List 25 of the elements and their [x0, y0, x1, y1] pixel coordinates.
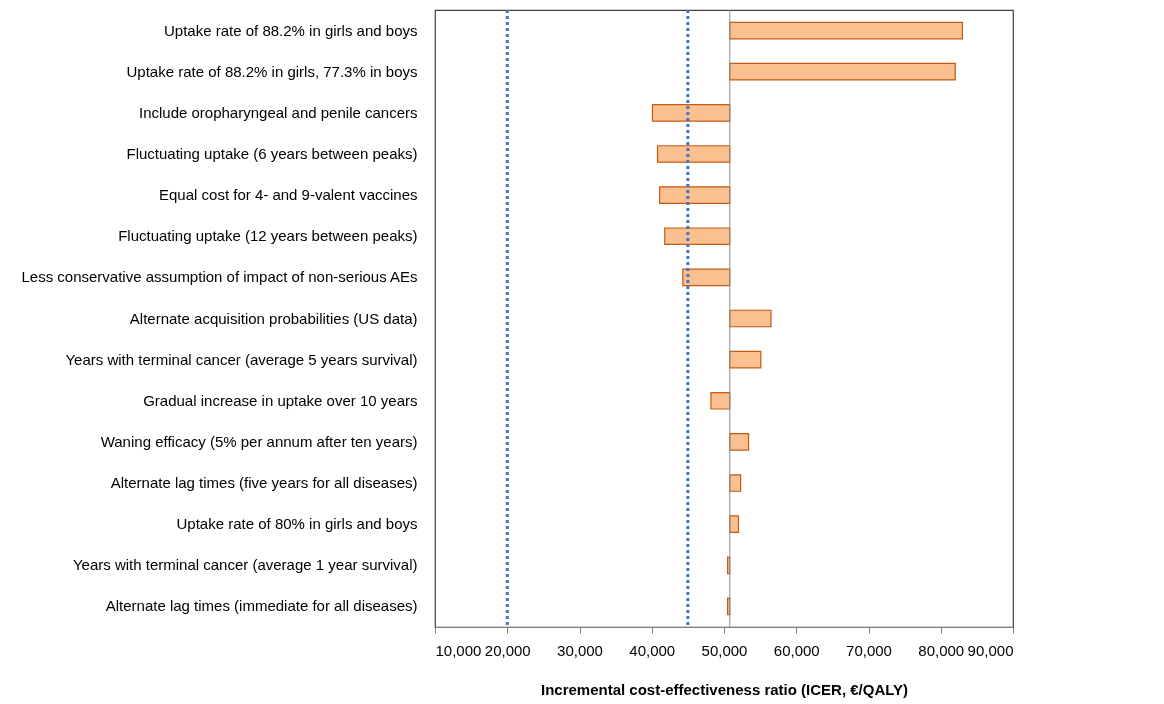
- x-tick-label: 30,000: [557, 641, 603, 659]
- y-tick-label: Uptake rate of 80% in girls and boys: [176, 515, 418, 533]
- x-tick-label: 60,000: [773, 641, 820, 659]
- y-tick-label: Gradual increase in uptake over 10 years: [143, 391, 418, 409]
- x-tick-label: 80,000: [918, 641, 965, 659]
- y-tick-label: Fluctuating uptake (6 years between peaks): [126, 144, 418, 162]
- y-tick-label: Less conservative assumption of impact of non-serious AEs: [21, 268, 418, 286]
- x-tick-label: 90,000: [967, 641, 1014, 659]
- y-tick-label: Equal cost for 4- and 9-valent vaccines: [159, 186, 418, 204]
- y-tick-label: Waning efficacy (5% per annum after ten years): [100, 432, 418, 450]
- y-tick-label: Alternate lag times (immediate for all diseases): [105, 597, 418, 615]
- x-tick-label: 10,000: [435, 641, 482, 659]
- x-tick-label: 40,000: [629, 641, 676, 659]
- x-axis-title: Incremental cost-effectiveness ratio (ICER, €/QALY): [540, 680, 909, 698]
- y-tick-label: Uptake rate of 88.2% in girls and boys: [164, 21, 418, 39]
- x-tick-label: 50,000: [701, 641, 748, 659]
- x-tick-label: 70,000: [846, 641, 892, 659]
- y-tick-label: Fluctuating uptake (12 years between peaks): [118, 227, 418, 245]
- y-tick-label: Years with terminal cancer (average 5 years survival): [65, 350, 418, 368]
- y-tick-label: Alternate lag times (five years for all diseases): [110, 474, 418, 492]
- y-tick-label: Include oropharyngeal and penile cancers: [138, 103, 418, 121]
- y-tick-label: Alternate acquisition probabilities (US data): [129, 309, 418, 327]
- x-tick-label: 20,000: [484, 641, 531, 659]
- y-tick-label: Years with terminal cancer (average 1 year survival): [72, 556, 418, 574]
- y-tick-label: Uptake rate of 88.2% in girls, 77.3% in boys: [126, 62, 418, 80]
